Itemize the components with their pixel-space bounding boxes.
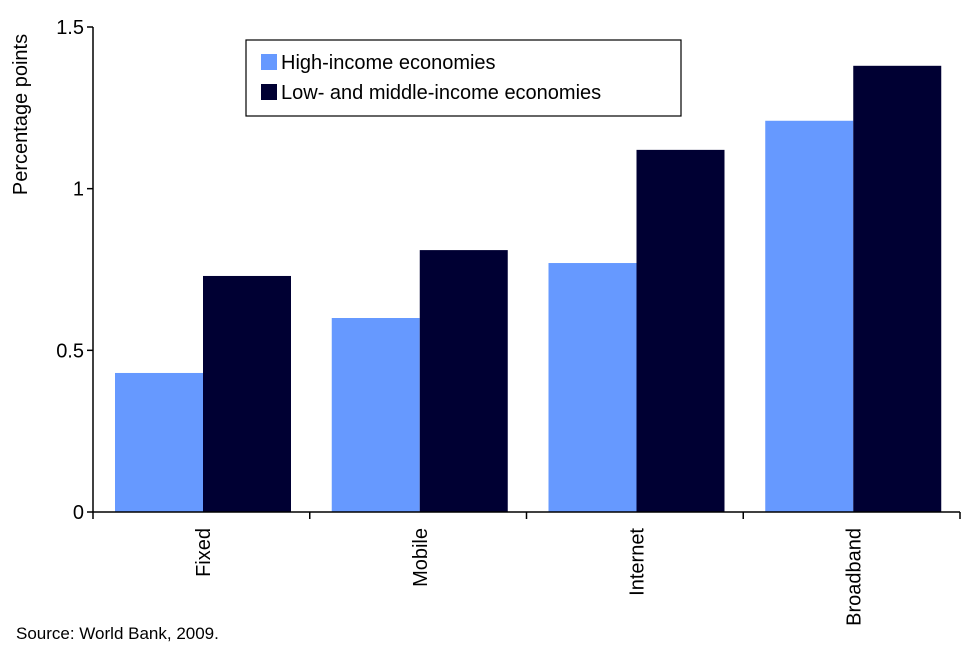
y-axis-title: Percentage points	[10, 34, 32, 195]
bar-fixed-low-middle-income	[203, 275, 291, 512]
legend: High-income economies Low- and middle-inc…	[245, 39, 682, 117]
y-tick-label: 0.5	[56, 340, 84, 362]
bar-internet-low-middle-income	[636, 149, 725, 512]
x-category-label: Broadband	[843, 528, 865, 626]
x-category-label: Fixed	[193, 528, 215, 577]
bar-internet-high-income	[548, 263, 637, 512]
y-tick-label: 1.5	[56, 17, 84, 39]
bar-fixed-high-income	[115, 372, 203, 512]
bar-broadband-low-middle-income	[853, 65, 942, 513]
source-note: Source: World Bank, 2009.	[16, 624, 219, 643]
y-tick-label: 0	[73, 502, 84, 524]
x-category-label: Mobile	[410, 528, 432, 587]
legend-label: High-income economies	[281, 52, 496, 74]
bar-mobile-low-middle-income	[419, 250, 508, 512]
x-category-label: Internet	[627, 528, 649, 596]
legend-box	[245, 39, 682, 117]
bars-group	[115, 65, 942, 513]
legend-swatch	[261, 84, 277, 100]
y-tick-label: 1	[73, 179, 84, 201]
y-ticks-group: 0 0.5 1 1.5	[56, 17, 93, 524]
bar-mobile-high-income	[331, 318, 420, 512]
bar-broadband-high-income	[765, 120, 854, 513]
legend-swatch	[261, 54, 277, 70]
x-ticks-group: Fixed Mobile Internet Broadband	[92, 512, 961, 626]
legend-label: Low- and middle-income economies	[281, 82, 601, 104]
